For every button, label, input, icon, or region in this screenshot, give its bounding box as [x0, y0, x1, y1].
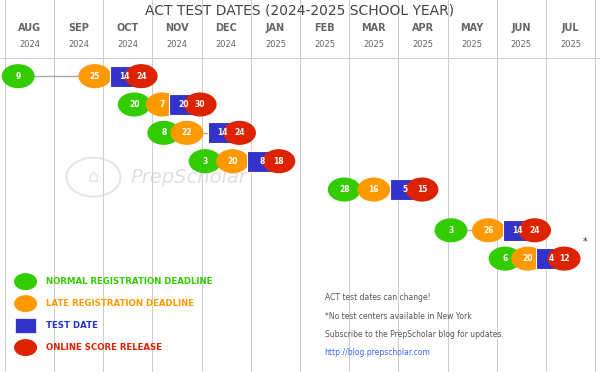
- Circle shape: [329, 178, 360, 201]
- Text: 24: 24: [136, 72, 146, 81]
- Text: OCT: OCT: [117, 23, 139, 33]
- Text: 2025: 2025: [412, 40, 433, 49]
- Circle shape: [125, 65, 157, 87]
- Text: ONLINE SCORE RELEASE: ONLINE SCORE RELEASE: [46, 343, 162, 352]
- FancyBboxPatch shape: [208, 122, 238, 144]
- Circle shape: [184, 93, 216, 116]
- Circle shape: [190, 150, 221, 173]
- Text: 28: 28: [339, 185, 350, 194]
- Text: 2024: 2024: [68, 40, 89, 49]
- Text: 15: 15: [417, 185, 427, 194]
- Circle shape: [548, 247, 580, 270]
- Text: ACT test dates can change!: ACT test dates can change!: [325, 293, 430, 302]
- Text: 2025: 2025: [461, 40, 482, 49]
- Text: Subscribe to the PrepScholar blog for updates.: Subscribe to the PrepScholar blog for up…: [325, 330, 503, 339]
- FancyBboxPatch shape: [390, 179, 419, 200]
- Text: LATE REGISTRATION DEADLINE: LATE REGISTRATION DEADLINE: [46, 299, 194, 308]
- Circle shape: [435, 219, 467, 242]
- Text: 2024: 2024: [167, 40, 188, 49]
- Text: 2025: 2025: [511, 40, 532, 49]
- Circle shape: [473, 219, 504, 242]
- Text: 20: 20: [227, 157, 238, 166]
- Text: 3: 3: [202, 157, 208, 166]
- Text: 20: 20: [523, 254, 533, 263]
- Text: http://blog.prepscholar.com: http://blog.prepscholar.com: [325, 348, 430, 357]
- Text: MAY: MAY: [461, 23, 484, 33]
- Text: 16: 16: [368, 185, 379, 194]
- Text: TEST DATE: TEST DATE: [46, 321, 98, 330]
- Text: 2024: 2024: [118, 40, 139, 49]
- Text: PrepScholar: PrepScholar: [130, 168, 247, 187]
- FancyBboxPatch shape: [503, 219, 533, 241]
- Circle shape: [224, 122, 255, 144]
- Text: 6: 6: [502, 254, 508, 263]
- Circle shape: [79, 65, 110, 87]
- Text: NORMAL REGISTRATION DEADLINE: NORMAL REGISTRATION DEADLINE: [46, 277, 212, 286]
- Text: ACT TEST DATES (2024-2025 SCHOOL YEAR): ACT TEST DATES (2024-2025 SCHOOL YEAR): [145, 4, 455, 17]
- Text: 24: 24: [234, 128, 245, 137]
- Text: 18: 18: [274, 157, 284, 166]
- Text: 2025: 2025: [265, 40, 286, 49]
- Text: 8: 8: [259, 157, 265, 166]
- FancyBboxPatch shape: [247, 151, 277, 172]
- Text: SEP: SEP: [68, 23, 89, 33]
- Circle shape: [217, 150, 248, 173]
- Circle shape: [119, 93, 150, 116]
- Text: 14: 14: [512, 226, 523, 235]
- Text: 24: 24: [529, 226, 540, 235]
- Text: 8: 8: [161, 128, 166, 137]
- FancyBboxPatch shape: [15, 318, 37, 333]
- Circle shape: [148, 122, 179, 144]
- Text: *No test centers available in New York: *No test centers available in New York: [325, 311, 472, 321]
- Text: NOV: NOV: [165, 23, 189, 33]
- Circle shape: [490, 247, 521, 270]
- Text: APR: APR: [412, 23, 434, 33]
- Text: 30: 30: [195, 100, 205, 109]
- Circle shape: [406, 178, 438, 201]
- Text: 2025: 2025: [560, 40, 581, 49]
- FancyBboxPatch shape: [536, 248, 566, 269]
- Circle shape: [15, 274, 37, 289]
- Text: 25: 25: [90, 72, 100, 81]
- Circle shape: [146, 93, 178, 116]
- Text: 14: 14: [218, 128, 228, 137]
- Text: AUG: AUG: [18, 23, 41, 33]
- Text: 20: 20: [129, 100, 140, 109]
- Text: ⌂: ⌂: [88, 168, 99, 186]
- Text: 2024: 2024: [19, 40, 40, 49]
- Circle shape: [2, 65, 34, 87]
- Text: 3: 3: [448, 226, 454, 235]
- Text: 9: 9: [16, 72, 21, 81]
- Circle shape: [519, 219, 550, 242]
- Text: 26: 26: [483, 226, 494, 235]
- Circle shape: [358, 178, 389, 201]
- Text: 4: 4: [548, 254, 553, 263]
- FancyBboxPatch shape: [110, 65, 139, 87]
- Text: 2025: 2025: [363, 40, 384, 49]
- Text: DEC: DEC: [215, 23, 237, 33]
- Text: 14: 14: [119, 72, 130, 81]
- Text: MAR: MAR: [361, 23, 386, 33]
- Circle shape: [171, 122, 203, 144]
- Text: *: *: [582, 237, 587, 247]
- Circle shape: [512, 247, 544, 270]
- Text: 12: 12: [559, 254, 569, 263]
- Text: FEB: FEB: [314, 23, 335, 33]
- Text: JUN: JUN: [512, 23, 531, 33]
- FancyBboxPatch shape: [169, 94, 198, 115]
- Text: 22: 22: [182, 128, 192, 137]
- Text: JUL: JUL: [562, 23, 580, 33]
- Text: 2025: 2025: [314, 40, 335, 49]
- Text: JAN: JAN: [266, 23, 285, 33]
- Text: 5: 5: [402, 185, 407, 194]
- Circle shape: [263, 150, 295, 173]
- Circle shape: [15, 296, 37, 311]
- Text: 20: 20: [178, 100, 188, 109]
- Circle shape: [15, 340, 37, 355]
- Text: 2024: 2024: [216, 40, 237, 49]
- Text: 7: 7: [160, 100, 165, 109]
